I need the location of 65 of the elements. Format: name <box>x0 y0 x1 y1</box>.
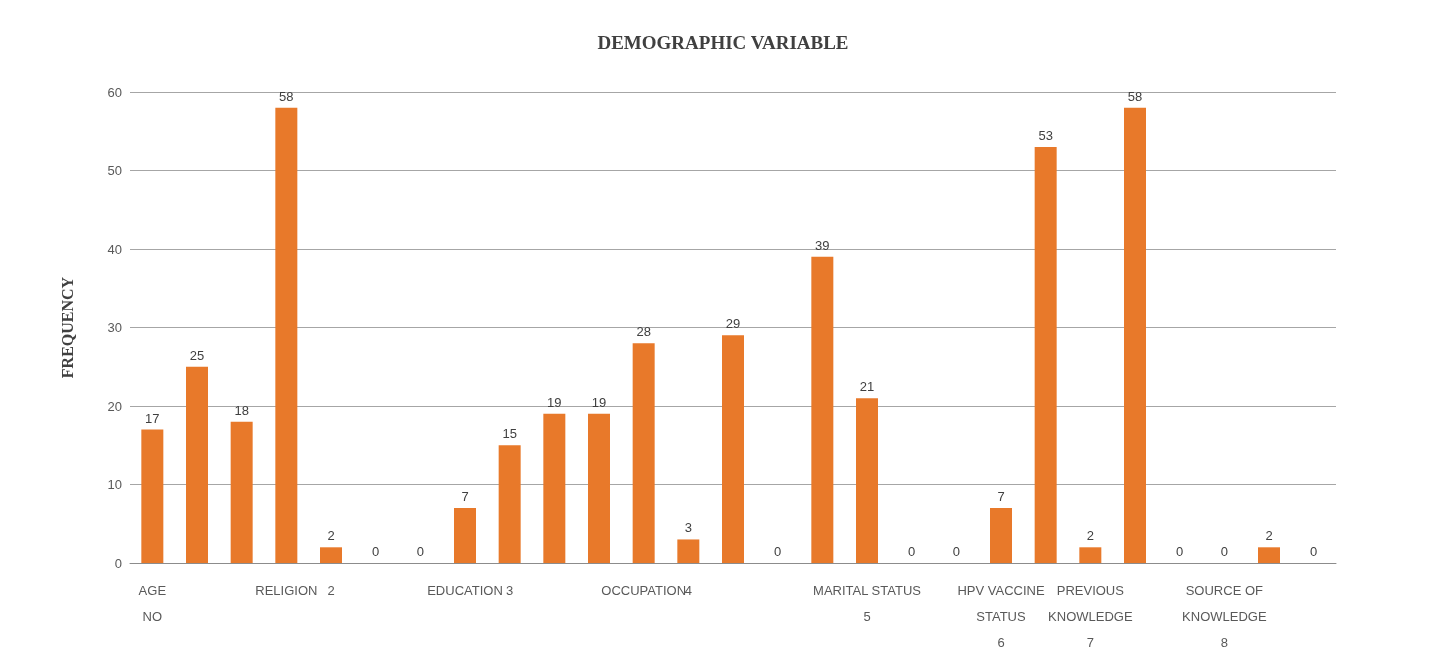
x-tick-label: EDUCATION <box>427 582 503 598</box>
y-tick-label: 10 <box>107 477 122 492</box>
data-label: 2 <box>327 528 335 544</box>
bar <box>275 107 298 563</box>
x-tick-label: MARITAL STATUS 5 <box>813 582 922 624</box>
y-tick-label: 20 <box>107 398 122 414</box>
bar <box>677 539 700 563</box>
data-label: 0 <box>1220 544 1228 559</box>
bar <box>320 547 342 563</box>
bar <box>1258 547 1280 563</box>
bar <box>856 398 878 563</box>
y-tick-label: 30 <box>107 320 122 335</box>
x-tick-label: HPV VACCINE STATUS 6 <box>957 582 1045 650</box>
data-label: 2 <box>1086 528 1094 544</box>
data-label: 58 <box>279 88 294 104</box>
data-label: 3 <box>684 520 692 536</box>
data-label: 0 <box>416 544 424 559</box>
data-label: 29 <box>725 316 741 332</box>
data-label: 58 <box>1127 88 1143 104</box>
data-label: 28 <box>636 324 651 340</box>
bar <box>632 343 655 563</box>
bar <box>990 508 1012 563</box>
bar <box>811 256 834 563</box>
data-label: 2 <box>1265 528 1273 544</box>
data-label: 0 <box>372 544 380 559</box>
bar <box>230 421 253 563</box>
data-label: 0 <box>1176 544 1184 559</box>
x-tick-label: 4 <box>684 582 692 598</box>
x-tick-label: SOURCE OF KNOWLEDGE 8 <box>1182 582 1267 650</box>
bar <box>588 413 610 563</box>
data-label: 0 <box>952 544 960 559</box>
bar <box>454 508 476 563</box>
bar <box>722 335 744 563</box>
data-label: 53 <box>1038 127 1053 143</box>
y-tick-label: 0 <box>114 555 122 571</box>
bar <box>1034 146 1057 563</box>
x-tick-label: AGE NO <box>138 582 167 624</box>
x-tick-label: PREVIOUS KNOWLEDGE 7 <box>1048 582 1133 650</box>
data-label: 39 <box>815 237 830 253</box>
data-label: 7 <box>461 489 469 505</box>
data-label: 18 <box>234 402 249 418</box>
y-axis-title: FREQUENCY <box>58 276 76 379</box>
x-tick-label: RELIGION <box>255 582 318 598</box>
data-label: 19 <box>591 394 607 410</box>
data-label: 0 <box>908 544 916 559</box>
data-label: 0 <box>774 544 782 559</box>
bar <box>498 445 521 563</box>
bar <box>1124 107 1146 563</box>
data-label: 17 <box>145 410 160 426</box>
y-tick-label: 40 <box>107 241 122 257</box>
data-label: 19 <box>547 394 562 410</box>
bar <box>186 366 208 563</box>
bar <box>543 413 566 563</box>
data-label: 0 <box>1310 544 1318 559</box>
y-tick-label: 60 <box>107 84 122 100</box>
x-tick-label: 2 <box>327 582 335 598</box>
x-tick-label: 3 <box>506 582 514 598</box>
bar <box>1079 547 1102 563</box>
data-label: 15 <box>502 426 517 442</box>
data-label: 21 <box>859 379 875 395</box>
chart-title: DEMOGRAPHIC VARIABLE <box>597 32 849 53</box>
data-label: 25 <box>189 347 205 363</box>
data-label: 7 <box>997 489 1005 505</box>
y-tick-label: 50 <box>107 163 122 178</box>
bar <box>141 429 164 563</box>
